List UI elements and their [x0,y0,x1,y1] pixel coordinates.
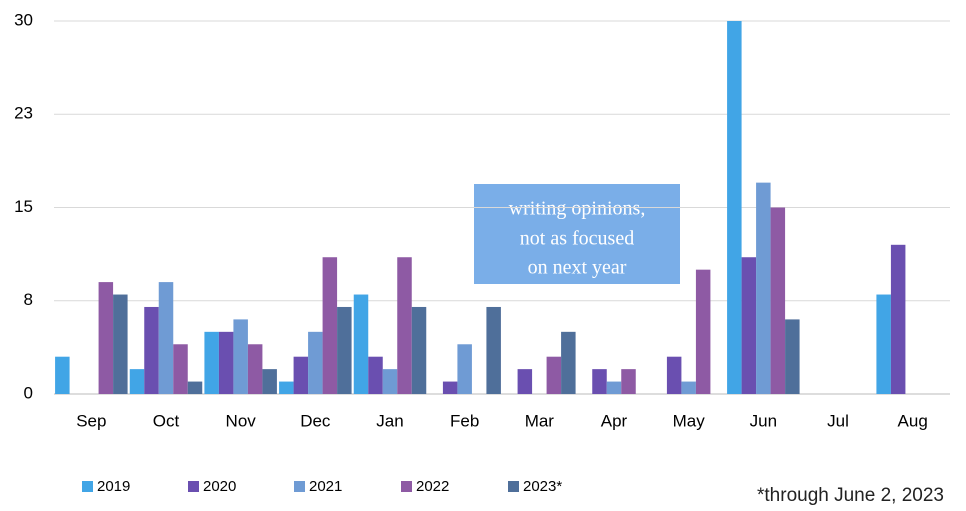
x-tick-label: Oct [153,411,180,430]
legend-swatch [401,481,412,492]
bar [486,306,501,394]
bar [546,356,562,394]
bar [561,331,576,394]
bar [442,381,458,394]
bar [741,257,757,394]
annotation: writing opinions, [509,198,646,220]
x-tick-label: Feb [450,411,479,430]
bar [279,381,294,394]
bar [756,182,771,394]
bar [55,356,70,394]
x-tick-label: May [673,411,706,430]
bar [517,369,533,394]
y-tick-label: 30 [14,10,33,29]
bar [98,282,114,394]
x-tick-label: Jun [750,411,777,430]
legend-label: 2020 [203,478,236,495]
bar [368,356,383,394]
legend-label: 2023* [523,478,562,495]
bar [158,282,174,394]
legend-label: 2019 [97,478,130,495]
legend-label: 2022 [416,478,449,495]
bar [144,306,159,394]
bar [621,369,636,394]
bar [606,381,622,394]
y-tick-label: 0 [24,383,33,402]
bar [322,257,338,394]
legend-label: 2021 [309,478,342,495]
bar [129,369,145,394]
bar [293,356,309,394]
y-tick-label: 15 [14,197,33,216]
bar [353,294,369,394]
x-tick-label: Dec [300,411,331,430]
bar [770,207,786,394]
bar [204,331,219,394]
bar [247,344,263,394]
footnote: *through June 2, 2023 [757,485,944,506]
bar [695,269,711,394]
y-tick-label: 23 [14,104,33,123]
bar [876,294,891,394]
legend-swatch [82,481,93,492]
bar [397,257,412,394]
x-tick-label: Aug [898,411,928,430]
bar [592,369,607,394]
legend-swatch [508,481,519,492]
x-tick-label: Sep [76,411,106,430]
bar [308,331,323,394]
bar [233,319,248,394]
annotation: on next year [528,257,627,279]
bar [113,294,128,394]
x-tick-label: Nov [226,411,257,430]
legend-swatch [188,481,199,492]
bar [411,306,427,394]
bar [337,306,352,394]
bar [890,244,906,394]
x-tick-label: Jan [376,411,403,430]
bar [218,331,234,394]
annotation-box [474,184,680,284]
y-tick-label: 8 [24,290,33,309]
annotation: not as focused [520,228,634,250]
bar [785,319,800,394]
bar [173,344,188,394]
bar [382,369,398,394]
bar [187,381,203,394]
bar [727,21,742,394]
bar [262,369,277,394]
bar [681,381,696,394]
legend-swatch [294,481,305,492]
bar [666,356,682,394]
x-tick-label: Mar [525,411,555,430]
x-tick-label: Apr [601,411,628,430]
x-tick-label: Jul [827,411,849,430]
bar [457,344,472,394]
